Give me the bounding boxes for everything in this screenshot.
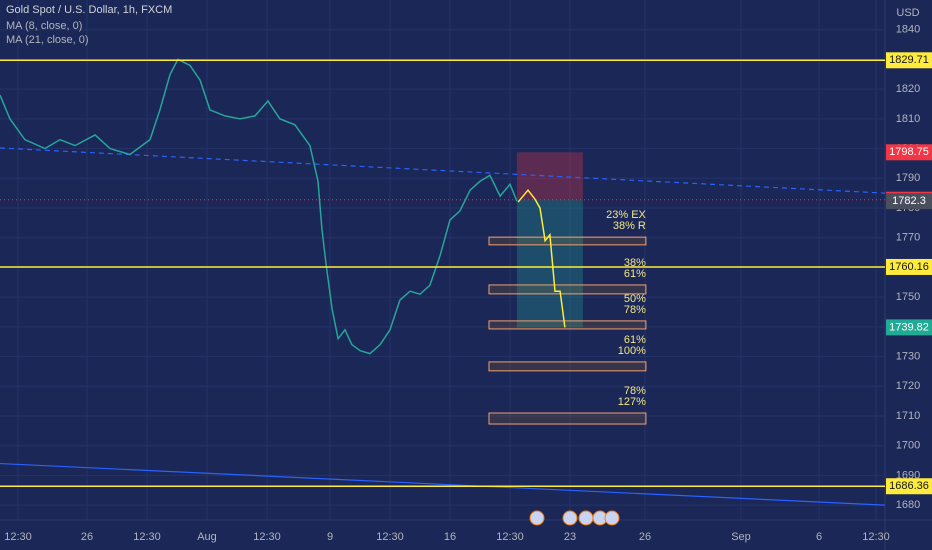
- price-line: [0, 58, 518, 355]
- y-tick-label: 1710: [896, 410, 920, 422]
- fib-label: 38% R: [613, 220, 646, 232]
- fib-label: 50%: [624, 293, 646, 305]
- price-tag: [886, 52, 932, 69]
- trendline: [0, 462, 886, 506]
- fib-label: 127%: [618, 396, 646, 408]
- x-tick-label: 12:30: [496, 531, 524, 543]
- y-tick-label: 1840: [896, 24, 920, 36]
- event-icon: [562, 510, 578, 526]
- price-tag-label: 1686.36: [889, 480, 929, 492]
- price-tag: [886, 258, 932, 275]
- indicator-label: MA (8, close, 0): [6, 20, 82, 32]
- fib-label: 100%: [618, 345, 646, 357]
- price-tag-label: 1782.3: [892, 195, 926, 207]
- price-tag-label: 1829.71: [889, 54, 929, 66]
- x-tick-label: Sep: [731, 531, 751, 543]
- trendline: [0, 147, 886, 194]
- fib-zone: [488, 284, 647, 295]
- y-tick-label: 1770: [896, 232, 920, 244]
- price-tag-label: 1739.82: [889, 321, 929, 333]
- indicator-label: MA (21, close, 0): [6, 34, 89, 46]
- y-unit: USD: [896, 7, 919, 19]
- y-tick-label: 1790: [896, 172, 920, 184]
- y-tick-label: 1820: [896, 83, 920, 95]
- price-tag-label: 1798.75: [889, 146, 929, 158]
- target-zone: [516, 199, 583, 328]
- y-tick-label: 1700: [896, 440, 920, 452]
- event-icon: [578, 510, 594, 526]
- fib-label: 38%: [624, 257, 646, 269]
- x-tick-label: 6: [816, 531, 822, 543]
- fib-label: 78%: [624, 304, 646, 316]
- fib-zone: [488, 236, 647, 246]
- price-tag-label: 1760.16: [889, 261, 929, 273]
- fib-zone: [488, 361, 647, 372]
- x-tick-label: 9: [327, 531, 333, 543]
- price-tag: [886, 144, 932, 161]
- fib-label: 61%: [624, 334, 646, 346]
- x-tick-label: 12:30: [4, 531, 32, 543]
- y-tick-label: 1720: [896, 380, 920, 392]
- x-tick-label: 26: [639, 531, 651, 543]
- x-tick-label: 12:30: [133, 531, 161, 543]
- fib-zone: [488, 320, 647, 330]
- x-tick-label: Aug: [197, 531, 217, 543]
- y-tick-label: 1730: [896, 350, 920, 362]
- chart-title: Gold Spot / U.S. Dollar, 1h, FXCM: [6, 4, 172, 16]
- x-tick-label: 12:30: [253, 531, 281, 543]
- event-icons: [529, 510, 620, 526]
- price-line: [517, 188, 566, 328]
- fib-label: 61%: [624, 268, 646, 280]
- x-tick-label: 23: [564, 531, 576, 543]
- y-tick-label: 1680: [896, 499, 920, 511]
- x-tick-label: 12:30: [376, 531, 404, 543]
- fib-label: 78%: [624, 385, 646, 397]
- fib-zone: [488, 412, 647, 425]
- y-tick-label: 1750: [896, 291, 920, 303]
- price-tag: [886, 319, 932, 336]
- event-icon: [604, 510, 620, 526]
- x-tick-label: 12:30: [862, 531, 890, 543]
- fib-label: 23% EX: [606, 209, 646, 221]
- event-icon: [529, 510, 545, 526]
- x-tick-label: 16: [444, 531, 456, 543]
- x-tick-label: 26: [81, 531, 93, 543]
- price-tag: [886, 478, 932, 495]
- y-tick-label: 1810: [896, 113, 920, 125]
- price-tag: [886, 193, 932, 210]
